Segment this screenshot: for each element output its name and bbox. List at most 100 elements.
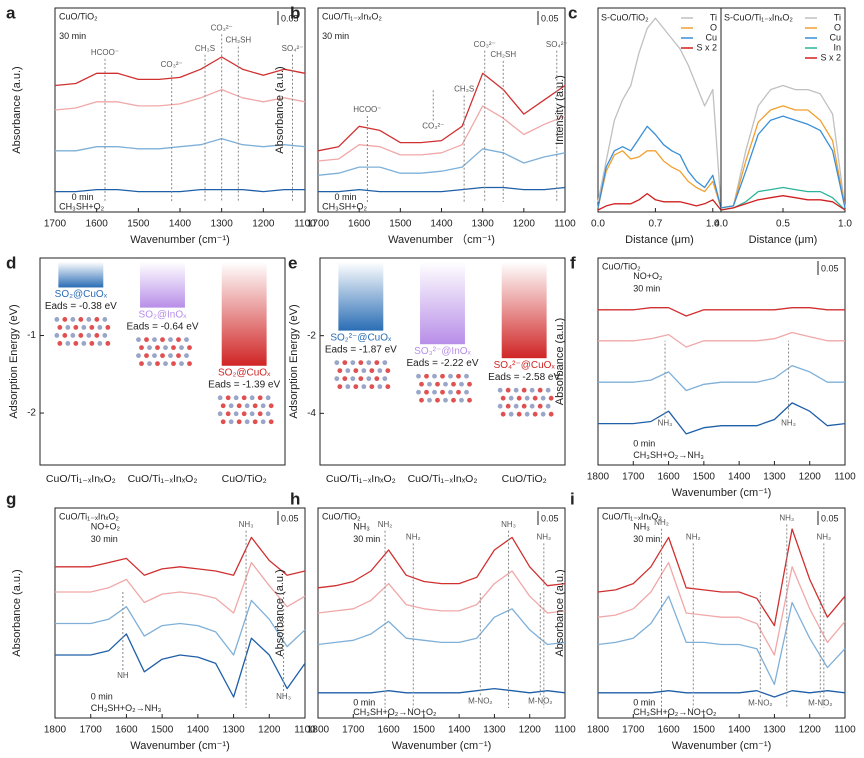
y-tick-label: -2 <box>307 330 316 341</box>
y-axis-title: Absorbance (a.u.) <box>274 66 286 153</box>
atom <box>548 411 554 417</box>
atom <box>350 376 356 382</box>
atom <box>500 411 506 417</box>
panel-letter: a <box>6 3 16 22</box>
atom <box>144 353 149 359</box>
atom <box>443 381 448 387</box>
atom <box>217 395 223 401</box>
series-line <box>598 307 845 317</box>
atom <box>353 384 359 390</box>
sample-label: CuO/TiO₂ <box>322 511 361 521</box>
series-line <box>598 690 846 698</box>
atom <box>102 333 108 338</box>
atom <box>451 381 456 387</box>
series-line <box>318 687 566 694</box>
atom <box>57 341 63 346</box>
annotation: 30 min <box>633 534 660 544</box>
x-axis-title: Wavenumber (cm⁻¹) <box>672 740 772 752</box>
atom <box>448 373 453 379</box>
peak-label: NH₃ <box>781 419 796 428</box>
x-tick-label: 1700 <box>307 219 330 230</box>
x-tick-label: 1400 <box>728 472 751 483</box>
atom <box>497 387 503 393</box>
atom <box>217 411 223 417</box>
x-tick-label: 1.4 <box>706 219 720 230</box>
annotation: 0 min <box>72 192 94 202</box>
annotation: 30 min <box>322 31 349 41</box>
x-tick-label: CuO/Ti₁₋ₓInₓO₂ <box>326 473 396 485</box>
species-label: SO₂@CuOₓ <box>218 367 271 378</box>
atom <box>524 395 530 401</box>
x-tick-label: 1700 <box>622 472 645 483</box>
scale-label: 0.05 <box>821 513 839 523</box>
atom <box>350 360 356 366</box>
series-line <box>720 84 846 209</box>
structure-model <box>54 317 111 346</box>
x-tick-label: 1400 <box>187 725 210 736</box>
atom <box>252 403 258 409</box>
plot-frame <box>597 507 846 719</box>
atom <box>537 387 543 393</box>
atom <box>334 376 340 382</box>
atom <box>374 376 380 382</box>
series-line <box>317 72 566 152</box>
series-line <box>597 561 846 656</box>
x-tick-label: 1500 <box>413 725 436 736</box>
atom <box>236 419 242 425</box>
x-tick-label: CuO/TiO₂ <box>222 473 267 485</box>
series-line <box>720 115 846 209</box>
sample-label: CuO/Ti₁₋ₓInₓO₂ <box>322 11 382 21</box>
x-tick-label: 1400 <box>169 219 192 230</box>
annotation: 0 min <box>91 691 113 701</box>
structure-model <box>416 373 472 403</box>
peak-label: CH₃S <box>195 44 215 53</box>
peak-label: M-NO₂ <box>528 696 552 705</box>
peak-label: NH₂ <box>654 518 669 527</box>
peak-label: NH₂ <box>406 533 421 542</box>
x-tick-label: 1500 <box>151 725 174 736</box>
sample-label: CuO/Ti₁₋ₓInₓO₂ <box>602 511 662 521</box>
atom <box>54 333 60 338</box>
x-tick-label: 1100 <box>294 219 316 230</box>
atom <box>179 361 184 367</box>
atom <box>94 333 100 338</box>
atom <box>545 403 551 409</box>
atom <box>73 341 79 346</box>
panel-letter: d <box>6 253 16 272</box>
atom <box>529 403 535 409</box>
atom <box>424 389 429 395</box>
atom <box>427 397 432 403</box>
atom <box>443 397 448 403</box>
atom <box>260 419 266 425</box>
atom <box>382 360 388 366</box>
atom <box>260 403 266 409</box>
sample-label: CuO/TiO₂ <box>59 11 98 21</box>
atom <box>94 317 100 322</box>
value-label: Eads = -2.22 eV <box>407 358 479 369</box>
x-tick-label: 1100 <box>834 472 856 483</box>
atom <box>228 403 234 409</box>
atom <box>529 387 535 393</box>
annotation: 30 min <box>59 31 86 41</box>
peak-label: CH₂SH <box>225 36 251 45</box>
x-tick-label: 1700 <box>80 725 103 736</box>
x-tick-label: 0.7 <box>648 219 662 230</box>
x-tick-label: 0.0 <box>714 219 728 230</box>
atom <box>176 337 181 343</box>
peak-label: NH₃ <box>779 514 794 523</box>
atom <box>516 395 522 401</box>
atom <box>252 419 258 425</box>
atom <box>86 317 92 322</box>
atom <box>459 381 464 387</box>
x-tick-label: 1600 <box>657 472 680 483</box>
atom <box>464 389 469 395</box>
x-axis-title: Wavenumber (cm⁻¹) <box>130 234 230 246</box>
annotation: 30 min <box>91 534 118 544</box>
y-axis-title: Adsorption Energy (eV) <box>288 304 300 418</box>
atom <box>448 389 453 395</box>
atom <box>540 395 546 401</box>
scale-label: 0.05 <box>281 13 299 23</box>
legend-label: S x 2 <box>820 52 841 62</box>
legend-label: Cu <box>705 32 717 42</box>
annotation: 0 min <box>353 698 375 708</box>
